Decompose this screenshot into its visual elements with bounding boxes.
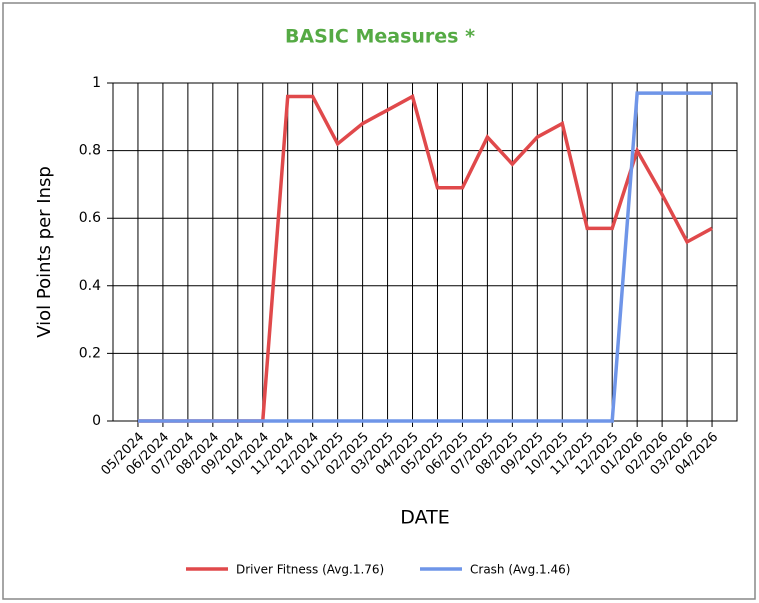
legend-label: Driver Fitness (Avg.1.76) <box>236 563 384 577</box>
y-tick-label: 0.6 <box>79 210 101 226</box>
y-tick-label: 0.2 <box>79 345 101 361</box>
y-tick-label: 0.8 <box>79 143 101 159</box>
legend-label: Crash (Avg.1.46) <box>470 563 570 577</box>
series-line <box>137 91 713 423</box>
x-axis-label: DATE <box>400 507 449 529</box>
y-tick-label: 0.4 <box>79 278 101 294</box>
y-tick-label: 0 <box>92 413 101 429</box>
y-axis-label: Viol Points per Insp <box>34 166 55 338</box>
y-tick-label: 1 <box>92 75 101 91</box>
chart-title: BASIC Measures * <box>285 26 475 48</box>
